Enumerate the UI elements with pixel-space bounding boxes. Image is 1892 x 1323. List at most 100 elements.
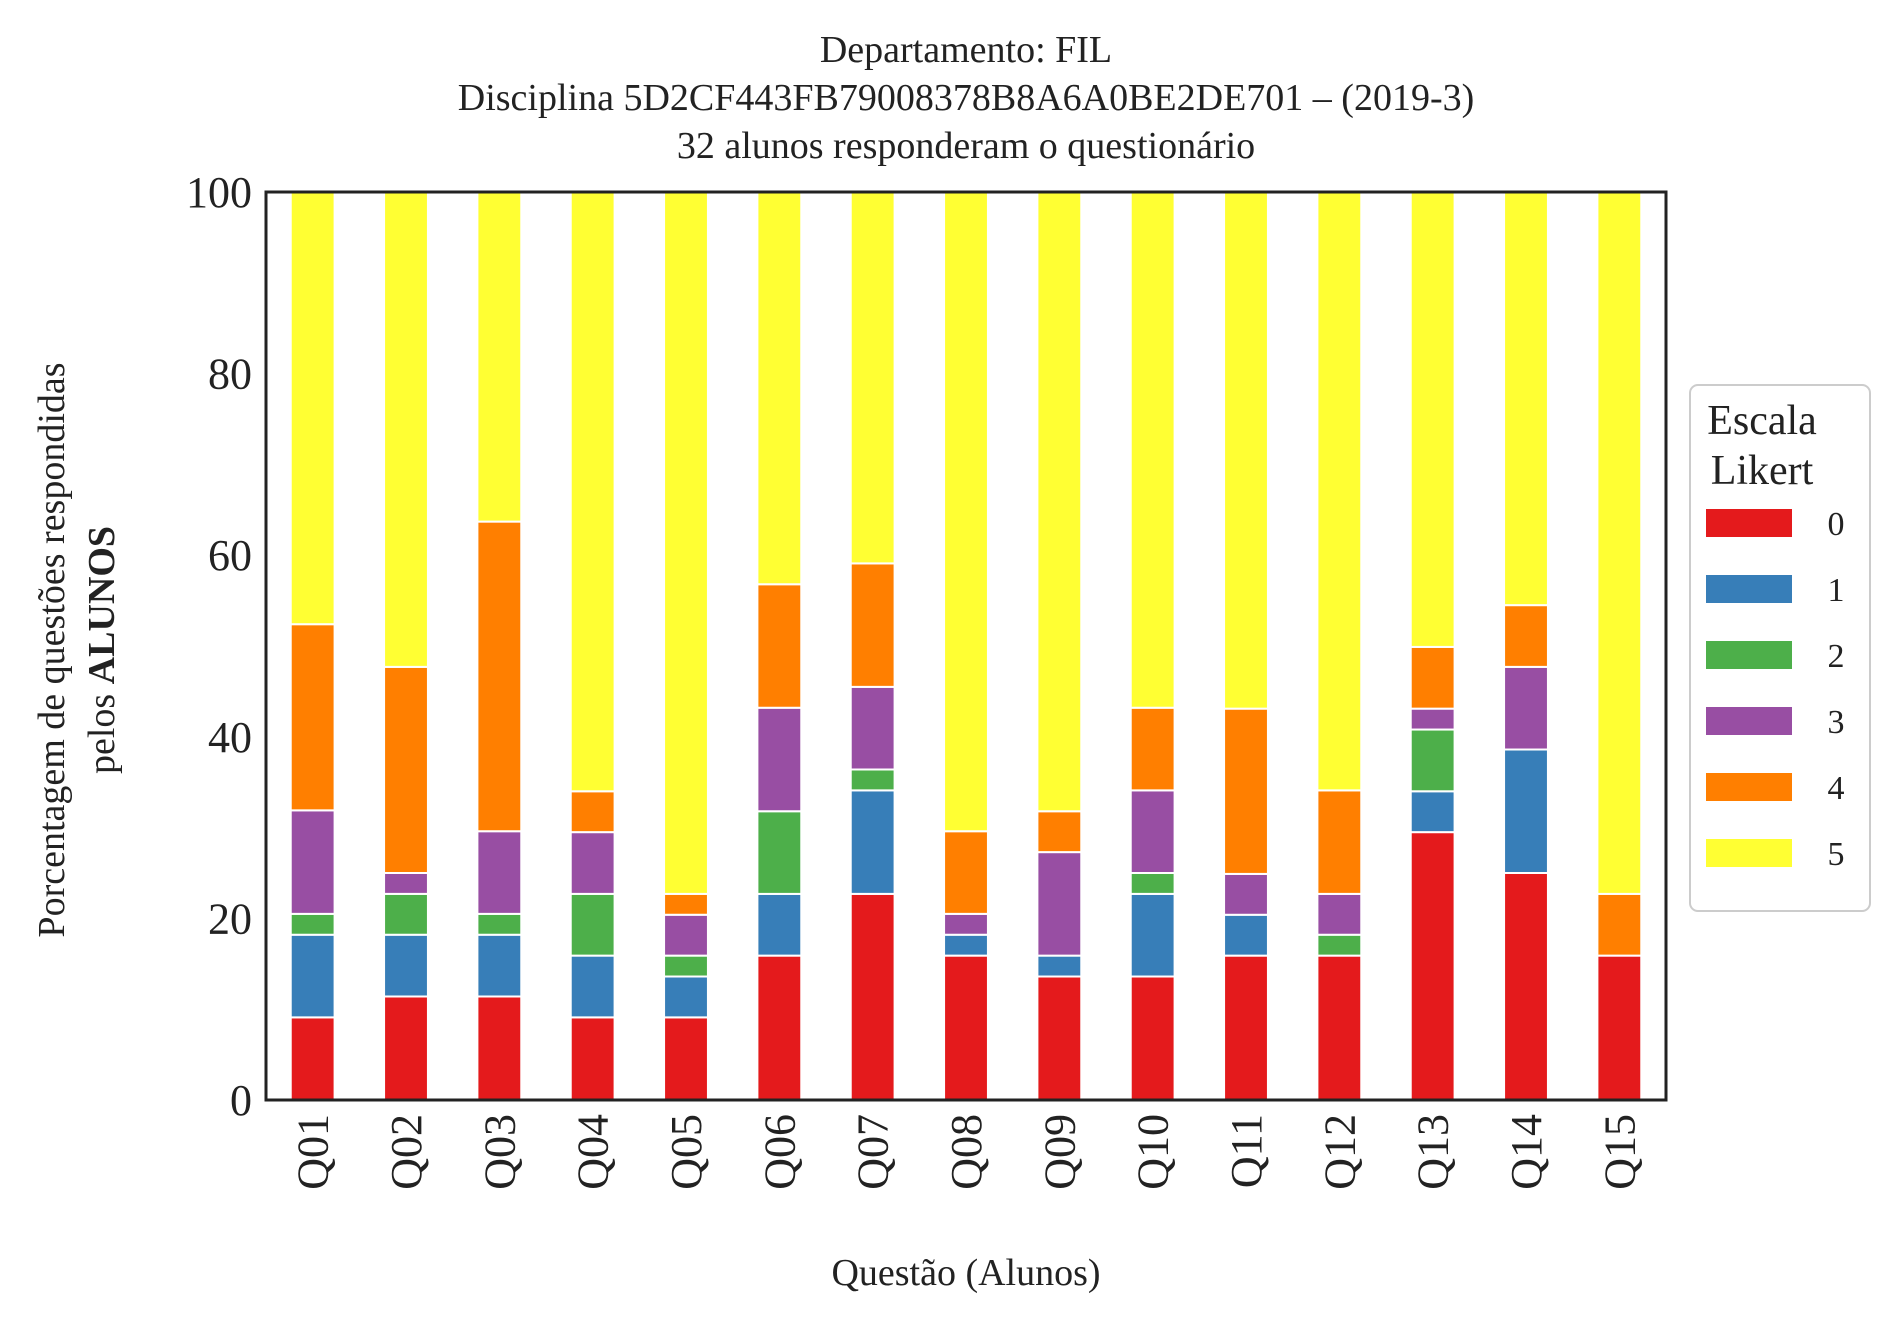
bar-Q05-likert-1 (663, 975, 709, 1019)
y-axis-label: Porcentagem de questões respondidas pelo… (31, 362, 123, 937)
bar-Q15-likert-0 (1596, 954, 1643, 1101)
bar-Q04-likert-4 (569, 790, 616, 834)
bar-Q01-likert-2 (289, 912, 336, 936)
legend-items: 0 1 2 3 4 5 (1706, 506, 1845, 873)
bar-Q07-likert-2 (849, 768, 896, 792)
chart-title-line-3: 32 alunos responderam o questionário (677, 125, 1255, 167)
legend-label-4: 4 (1828, 770, 1845, 807)
bar-Q11-likert-4 (1223, 707, 1269, 875)
bar-Q04-likert-0 (569, 1016, 616, 1101)
bar-Q10-likert-1 (1129, 892, 1176, 978)
bar-Q06-likert-0 (756, 954, 803, 1101)
bar-Q01-likert-5 (289, 191, 336, 626)
bar-Q14-likert-1 (1503, 748, 1549, 875)
bar-Q12-likert-5 (1316, 191, 1363, 792)
bar-Q05-likert-4 (663, 892, 709, 916)
y-tick-label: 100 (186, 168, 252, 217)
bar-Q02-likert-0 (383, 995, 429, 1101)
bar-Q03-likert-1 (476, 933, 523, 998)
x-tick-label-Q13: Q13 (1409, 1114, 1458, 1190)
legend-swatch-2 (1706, 641, 1792, 669)
bar-Q12-likert-2 (1316, 933, 1363, 957)
x-tick-label-Q12: Q12 (1315, 1114, 1364, 1190)
bar-Q13-likert-4 (1409, 645, 1456, 710)
bar-Q07-likert-0 (849, 892, 896, 1101)
bar-Q03-likert-3 (476, 830, 523, 915)
bar-Q08-likert-1 (943, 933, 989, 957)
bar-Q03-likert-4 (476, 520, 523, 833)
bar-Q05-likert-2 (663, 954, 709, 978)
bar-Q02-likert-2 (383, 892, 429, 936)
bar-Q05-likert-5 (663, 191, 709, 895)
bar-Q13-likert-0 (1409, 831, 1456, 1101)
bar-Q06-likert-2 (756, 810, 803, 895)
bar-Q05-likert-0 (663, 1016, 709, 1101)
bar-Q10-likert-0 (1129, 975, 1176, 1102)
y-axis-label-bold: ALUNOS (81, 526, 123, 684)
x-tick-label-Q02: Q02 (382, 1114, 431, 1190)
legend-item-4: 4 (1706, 770, 1845, 807)
bar-Q14-likert-3 (1503, 665, 1549, 751)
x-tick-label-Q15: Q15 (1595, 1114, 1644, 1190)
plot-frame (264, 190, 1668, 1102)
bar-Q11-likert-3 (1223, 872, 1269, 916)
legend-label-5: 5 (1828, 836, 1845, 873)
legend-item-3: 3 (1706, 704, 1845, 741)
legend-label-3: 3 (1828, 704, 1845, 741)
legend-item-5: 5 (1706, 836, 1845, 873)
bar-Q09-likert-5 (1036, 191, 1083, 813)
bar-Q11-likert-1 (1223, 913, 1269, 957)
bar-Q10-likert-4 (1129, 706, 1176, 792)
y-axis-label-prefix: pelos (81, 684, 123, 774)
x-tick-label-Q05: Q05 (662, 1114, 711, 1190)
bar-Q15-likert-4 (1596, 892, 1643, 957)
bar-Q08-likert-5 (943, 191, 989, 833)
bar-Q07-likert-3 (849, 685, 896, 771)
legend-item-0: 0 (1706, 506, 1845, 543)
bar-Q14-likert-0 (1503, 872, 1549, 1101)
x-tick-label-Q11: Q11 (1222, 1114, 1271, 1188)
bar-Q09-likert-4 (1036, 810, 1083, 854)
bar-Q09-likert-1 (1036, 954, 1083, 978)
bar-Q02-likert-5 (383, 191, 429, 668)
legend-label-0: 0 (1828, 506, 1845, 543)
bar-Q01-likert-1 (289, 933, 336, 1019)
y-axis-label-line-2: pelos ALUNOS (81, 526, 123, 774)
x-tick-label-Q04: Q04 (569, 1114, 618, 1190)
legend-swatch-4 (1706, 773, 1792, 801)
bar-Q08-likert-0 (943, 954, 989, 1101)
legend-label-2: 2 (1828, 638, 1845, 675)
bar-Q03-likert-5 (476, 191, 523, 523)
bar-Q06-likert-1 (756, 892, 803, 957)
x-tick-label-Q09: Q09 (1035, 1114, 1084, 1190)
bar-Q04-likert-3 (569, 831, 616, 895)
bar-Q11-likert-0 (1223, 954, 1269, 1101)
bar-Q14-likert-4 (1503, 604, 1549, 668)
bar-Q02-likert-4 (383, 665, 429, 874)
y-tick-label: 0 (230, 1076, 252, 1125)
x-axis-ticks: Q01 Q02 Q03 Q04 Q05 Q06 Q07 Q08 Q09 Q10 Q11 Q12 Q13 Q… (289, 1114, 1645, 1190)
bar-Q11-likert-5 (1223, 191, 1269, 710)
legend-item-2: 2 (1706, 638, 1845, 675)
bar-Q02-likert-3 (383, 872, 429, 895)
bar-Q13-likert-3 (1409, 707, 1456, 731)
legend-label-1: 1 (1828, 572, 1845, 609)
bar-Q03-likert-2 (476, 912, 523, 936)
bar-Q06-likert-4 (756, 583, 803, 709)
bar-Q04-likert-1 (569, 954, 616, 1019)
y-axis-ticks: 0 20 40 60 80 100 (186, 168, 252, 1125)
bar-Q07-likert-5 (849, 191, 896, 565)
bar-Q01-likert-3 (289, 809, 336, 915)
bar-Q06-likert-5 (756, 191, 803, 586)
bar-Q04-likert-2 (569, 892, 616, 957)
bar-Q02-likert-1 (383, 933, 429, 998)
bar-Q12-likert-4 (1316, 789, 1363, 895)
bar-Q10-likert-3 (1129, 789, 1176, 874)
bar-Q12-likert-3 (1316, 892, 1363, 936)
chart-title-line-1: Departamento: FIL (820, 29, 1112, 71)
x-tick-label-Q08: Q08 (942, 1114, 991, 1190)
bar-Q14-likert-5 (1503, 191, 1549, 607)
bar-Q04-likert-5 (569, 191, 616, 793)
